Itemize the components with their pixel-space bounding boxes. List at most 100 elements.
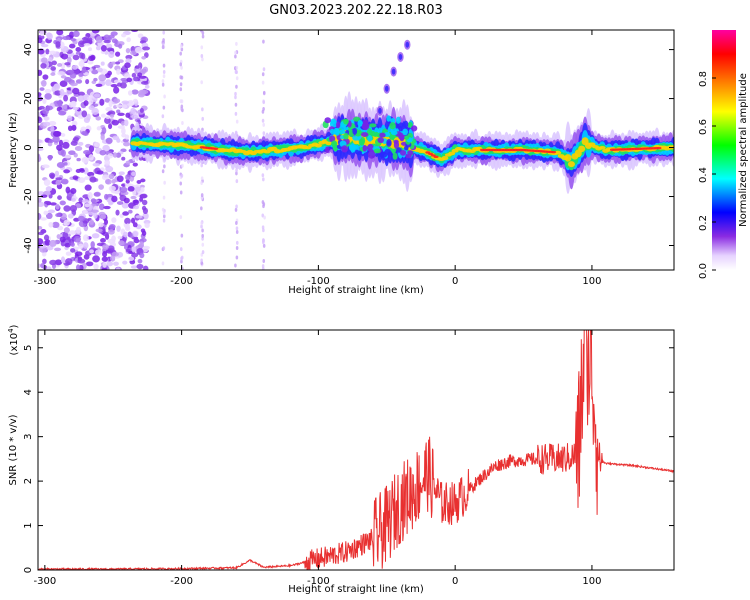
spectrogram-noise-cell [72, 175, 79, 180]
spectrogram-noise-cell [140, 186, 145, 193]
spectrogram-streak-cell [201, 116, 205, 121]
spectrogram-scatter-cell [386, 141, 392, 146]
spectrogram-noise-cell [83, 43, 91, 47]
spectrogram-noise-cell [45, 48, 50, 55]
spectrogram-noise-cell [38, 197, 42, 203]
spectrogram-noise-cell [80, 126, 87, 132]
spectrogram-noise-cell [54, 247, 62, 252]
spectrogram-x-label: Height of straight line (km) [288, 285, 424, 296]
spectrogram-noise-cell [38, 201, 45, 207]
spectrogram-streak-cell [180, 44, 183, 49]
spectrogram-noise-cell [90, 198, 97, 203]
spectrogram-scatter-cell [360, 136, 366, 145]
spectrogram-noise-cell [57, 63, 63, 67]
spectrogram-noise-cell [122, 260, 128, 265]
spectrogram-noise-cell [87, 47, 93, 52]
spectrogram-noise-cell [65, 251, 72, 256]
colorbar-tick-label: 0.4 [698, 167, 709, 183]
spectrogram-noise-cell [88, 99, 94, 106]
spectrogram-noise-cell [137, 33, 144, 39]
snr-x-tick-label: -300 [33, 576, 56, 587]
spectrogram-noise-cell [59, 88, 65, 96]
snr-y-label: SNR (10 * v/v) [8, 414, 19, 485]
spectrogram-noise-cell [108, 201, 114, 206]
spectrogram-noise-cell [72, 87, 80, 95]
spectrogram-scatter-cell [329, 135, 336, 143]
spectrogram-noise-cell [110, 83, 118, 88]
snr-x-tick-label: 100 [582, 576, 601, 587]
spectrogram-band-cell [578, 145, 586, 153]
spectrogram-noise-cell [131, 89, 139, 95]
spectrogram-streak-cell [161, 82, 165, 87]
spectrogram-noise-cell [43, 234, 50, 241]
spectrogram-streak-cell [261, 118, 265, 123]
spectrogram-noise-cell [49, 259, 57, 266]
spectrogram-noise-cell [49, 202, 57, 206]
spectrogram-noise-cell [67, 125, 73, 132]
spectrogram-noise-cell [77, 40, 86, 48]
spectrogram-streak-cell [235, 204, 238, 209]
spectrogram-noise-cell [72, 54, 80, 61]
spectrogram-streak-cell [261, 173, 265, 178]
spectrogram-noise-cell [69, 31, 75, 38]
spectrogram-noise-cell [133, 238, 140, 244]
snr-line [38, 330, 674, 570]
spectrogram-noise-cell [60, 178, 69, 185]
spectrogram-streak-cell [161, 207, 165, 212]
spectrogram-noise-cell [75, 251, 83, 257]
spectrogram-noise-cell [42, 121, 51, 127]
spectrogram-streak-cell [179, 247, 183, 252]
spectrogram-noise-cell [62, 231, 69, 239]
spectrogram-noise-cell [132, 231, 139, 237]
spectrogram-noise-cell [55, 213, 61, 218]
spectrogram-noise-cell [96, 126, 102, 131]
spectrogram-noise-cell [93, 77, 98, 82]
spectrogram-noise-cell [121, 202, 130, 209]
spectrogram-noise-cell [108, 185, 116, 192]
spectrogram-noise-cell [104, 98, 111, 103]
spectrogram-scatter-cell [403, 120, 409, 129]
spectrogram-noise-cell [130, 30, 139, 33]
snr-y-tick-label: 5 [23, 345, 34, 351]
spectrogram-noise-cell [118, 43, 123, 49]
spectrogram-scatter-cell [352, 127, 358, 135]
spectrogram-noise-cell [100, 238, 106, 243]
spectrogram-streak-cell [163, 94, 166, 99]
spectrogram-noise-cell [51, 60, 57, 66]
spectrogram-streak-cell [234, 207, 238, 212]
spectrogram-y-tick-label: 40 [23, 43, 34, 56]
spectrogram-noise-cell [111, 235, 116, 242]
spectrogram-noise-cell [64, 242, 71, 248]
snr-y-tick-label: 3 [23, 433, 34, 439]
spectrogram-noise-cell [54, 259, 63, 266]
spectrogram-noise-cell [92, 162, 100, 167]
spectrogram-noise-cell [101, 127, 107, 135]
spectrogram-streak-cell [201, 242, 205, 247]
spectrogram-noise-cell [51, 86, 57, 93]
snr-frame [37, 329, 675, 571]
spectrogram-noise-cell [79, 52, 84, 59]
spectrogram-noise-cell [69, 204, 78, 212]
spectrogram-noise-cell [131, 246, 137, 253]
spectrogram-streak-cell [261, 213, 265, 218]
spectrogram-streak-cell [234, 54, 237, 59]
snr-x-tick-label: 0 [452, 576, 458, 587]
spectrogram-scatter-cell [336, 121, 341, 129]
spectrogram-noise-cell [75, 79, 83, 84]
spectrogram-scatter-cell [384, 149, 391, 154]
spectrogram-noise-cell [46, 32, 53, 40]
spectrogram-streak-cell [235, 84, 238, 89]
spectrogram-noise-cell [57, 99, 63, 107]
spectrogram-noise-cell [100, 45, 107, 52]
spectrogram-noise-cell [82, 234, 89, 242]
spectrogram-noise-cell [98, 184, 105, 190]
spectrogram-noise-cell [106, 47, 115, 52]
spectrogram-noise-cell [67, 115, 73, 122]
spectrogram-noise-cell [82, 209, 88, 214]
spectrogram-noise-cell [62, 104, 68, 109]
spectrogram-noise-cell [113, 79, 122, 84]
spectrogram-noise-cell [133, 205, 140, 210]
spectrogram-noise-cell [136, 263, 144, 270]
spectrogram-noise-cell [88, 154, 94, 161]
spectrogram-scatter-cell [389, 133, 394, 140]
